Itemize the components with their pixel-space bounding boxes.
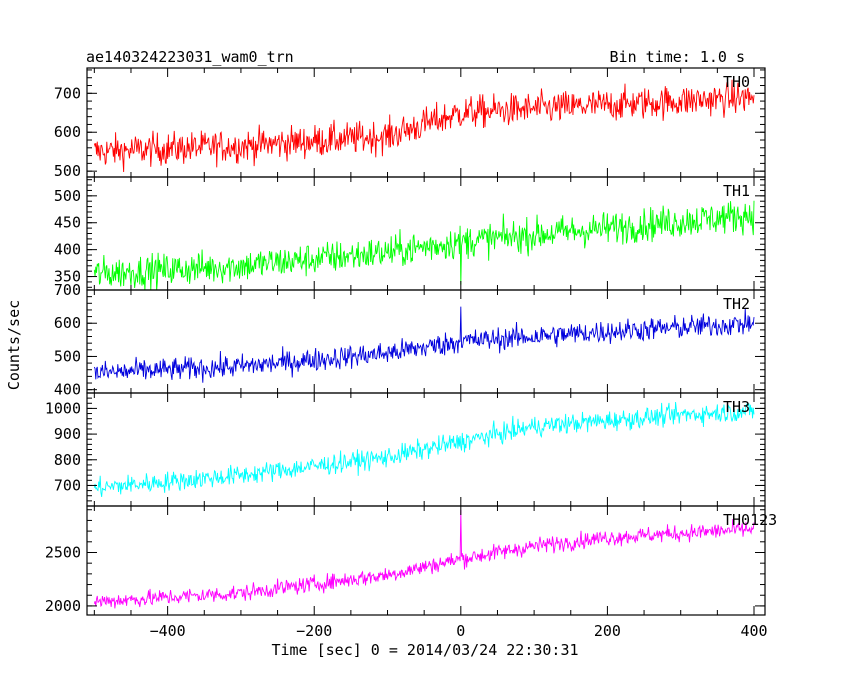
y-tick-label: 350 [54,268,81,286]
series-line-th0 [93,79,755,172]
series-line-th1 [93,200,755,290]
panel-label: TH0 [723,73,750,91]
y-tick-label: 500 [54,187,81,205]
panel-label: TH2 [723,295,750,313]
y-tick-label: 2000 [45,597,81,615]
panel-label: TH0123 [723,511,777,529]
panel-th1: TH1 350 400 450 500 [54,176,766,291]
series-line-th3 [93,401,755,497]
y-tick-label: 2500 [45,543,81,561]
panel-frame [86,289,766,394]
y-tick-label: 600 [54,314,81,332]
chart-title: ae140324223031_wam0_trn [86,48,294,66]
x-tick-label: −400 [150,622,186,640]
y-tick-label: 800 [54,451,81,469]
y-tick-label: 700 [54,281,81,299]
y-tick-label: 700 [54,84,81,102]
x-tick-label: 200 [594,622,621,640]
panel-frame [86,176,766,291]
y-tick-label: 600 [54,123,81,141]
y-tick-label: 500 [54,347,81,365]
x-tick-label: −200 [296,622,332,640]
panel-th2: TH2 400 500 600 700 [54,281,766,399]
panel-frame [86,505,766,616]
panels-group: TH0 500 600 700 TH1 350 400 450 500 TH2 400 500 600 7… [45,67,777,616]
y-tick-label: 900 [54,425,81,443]
y-tick-label: 400 [54,241,81,259]
y-axis-label: Counts/sec [5,300,23,390]
series-line-th0123 [93,509,755,609]
y-tick-label: 1000 [45,399,81,417]
chart-subtitle: Bin time: 1.0 s [610,48,745,66]
y-tick-label: 450 [54,214,81,232]
x-tick-label: 400 [740,622,767,640]
y-tick-label: 400 [54,381,81,399]
y-tick-label: 700 [54,476,81,494]
panel-th0123: TH0123 2000 2500 [45,505,777,616]
panel-label: TH1 [723,182,750,200]
x-tick-label: 0 [456,622,465,640]
x-axis: −400 −200 0 200 400 [150,622,768,640]
panel-th0: TH0 500 600 700 [54,67,766,180]
panel-th3: TH3 700 800 900 1000 [45,392,766,507]
x-axis-label: Time [sec] 0 = 2014/03/24 22:30:31 [271,641,578,659]
y-tick-label: 500 [54,162,81,180]
panel-label: TH3 [723,398,750,416]
series-line-th2 [93,306,755,383]
